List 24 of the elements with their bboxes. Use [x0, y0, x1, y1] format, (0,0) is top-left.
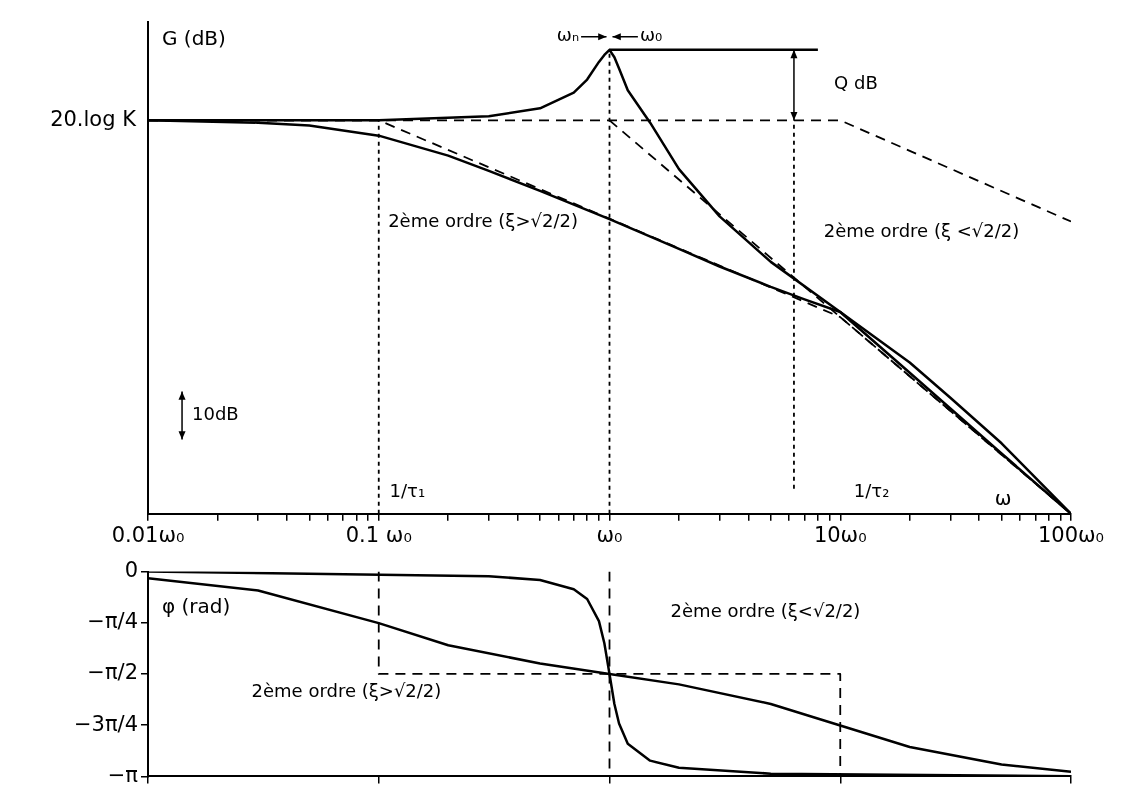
y-tick-label: −3π/4: [73, 711, 138, 736]
y-axis-title: φ (rad): [162, 593, 231, 618]
annotation: 1/τ₁: [389, 479, 426, 501]
y-axis-title: G (dB): [162, 26, 226, 51]
x-tick-label: ω₀: [596, 522, 623, 547]
text: ω₀: [639, 24, 663, 46]
y-tick-label: −π/2: [87, 660, 138, 685]
annotation: 10dB: [192, 403, 239, 425]
annotation: Q dB: [834, 72, 878, 94]
x-tick-label: 0.01ω₀: [111, 522, 185, 547]
annotation: 2ème ordre (ξ <√2/2): [823, 220, 1020, 242]
y-tick-label: −π: [107, 762, 139, 787]
x-tick-label: 10ω₀: [813, 522, 867, 547]
y-tick-label: −π/4: [87, 609, 138, 634]
x-tick-label: 100ω₀: [1037, 522, 1105, 547]
annotation: 2ème ordre (ξ>√2/2): [251, 680, 442, 702]
x-axis-title: ω: [994, 486, 1012, 510]
text: 20.log K: [50, 106, 138, 131]
annotation: 2ème ordre (ξ<√2/2): [670, 599, 861, 621]
annotation: 1/τ₂: [853, 479, 890, 501]
y-tick-label: 0: [124, 558, 138, 583]
x-tick-label: 0.1 ω₀: [345, 522, 412, 547]
text: ωₙ: [556, 24, 580, 46]
annotation: 2ème ordre (ξ>√2/2): [388, 210, 578, 232]
